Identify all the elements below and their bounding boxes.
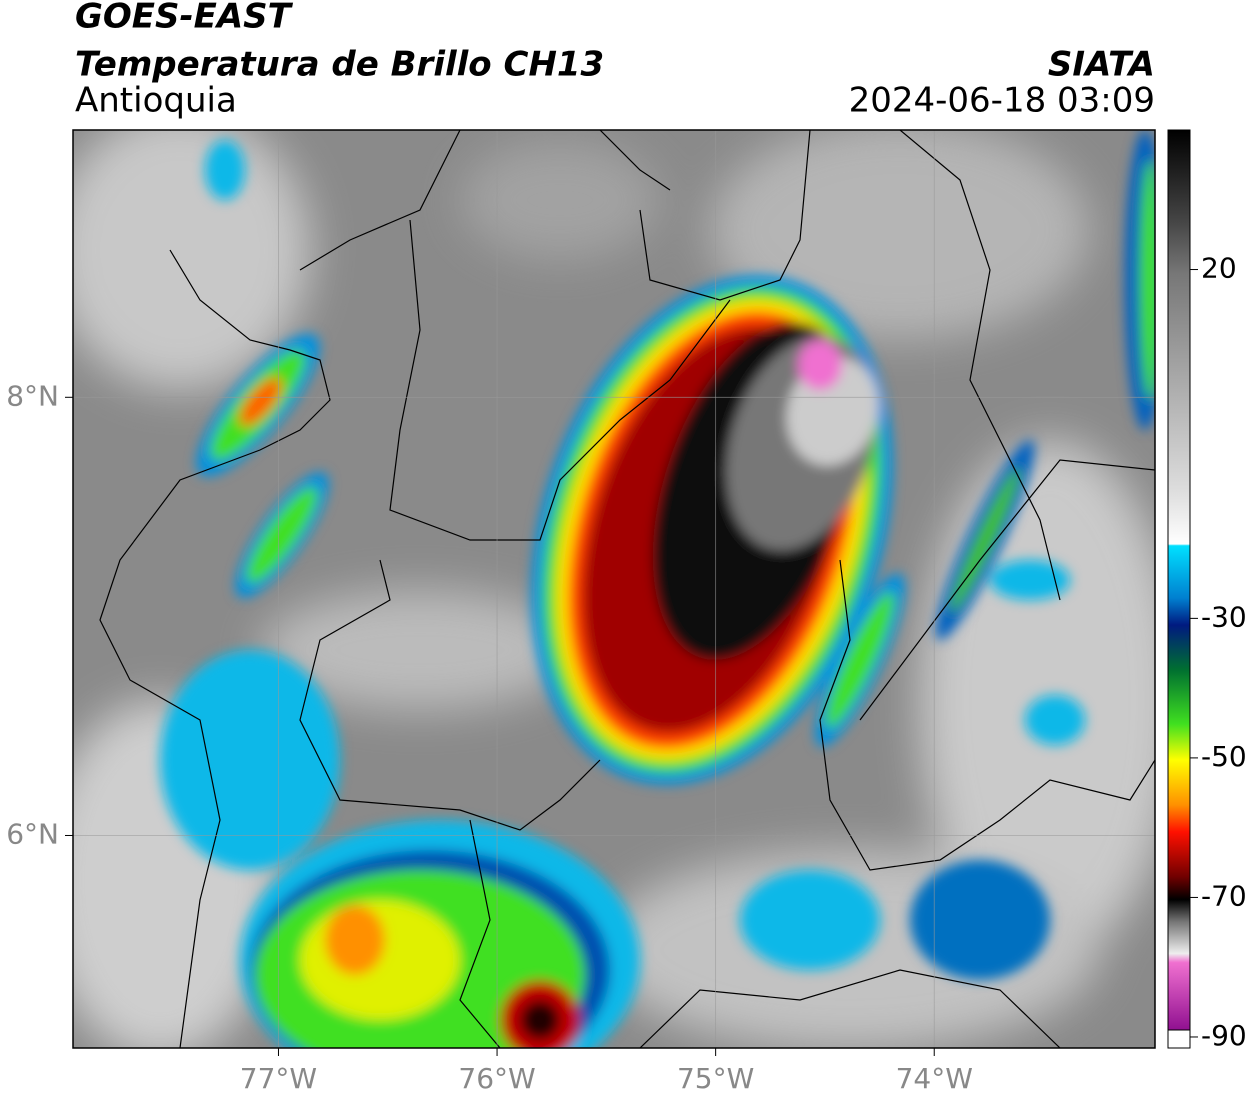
y-tick-label: 8°N <box>6 379 59 412</box>
axes: 77°W 76°W 75°W 74°W 8°N 6°N 20 -30 -50 -70 -90 <box>6 252 1247 1095</box>
satellite-image <box>73 130 1155 1048</box>
subtitle: Temperatura de Brillo CH13 <box>75 45 604 85</box>
grid <box>73 130 1155 1048</box>
colorbar-tick-label: -90 <box>1201 1019 1247 1052</box>
title: GOES-EAST <box>75 0 294 37</box>
region: Antioquia <box>75 81 237 121</box>
colorbar <box>1167 129 1191 1031</box>
colorbar-tick-label: 20 <box>1201 252 1237 285</box>
colorbar-tick-label: -70 <box>1201 879 1247 912</box>
datetime: 2024-06-18 03:09 <box>849 81 1155 121</box>
y-tick-label: 6°N <box>6 817 59 850</box>
colorbar-tick-label: -30 <box>1201 600 1247 633</box>
borders <box>99 130 1155 1048</box>
x-tick-label: 76°W <box>458 1062 535 1095</box>
map-frame <box>72 129 1156 1049</box>
x-tick-label: 77°W <box>240 1062 317 1095</box>
source: SIATA <box>1048 45 1155 85</box>
x-tick-label: 75°W <box>677 1062 754 1095</box>
colorbar-tick-label: -50 <box>1201 740 1247 773</box>
colorbar-extension <box>1167 1029 1191 1049</box>
x-tick-label: 74°W <box>896 1062 973 1095</box>
